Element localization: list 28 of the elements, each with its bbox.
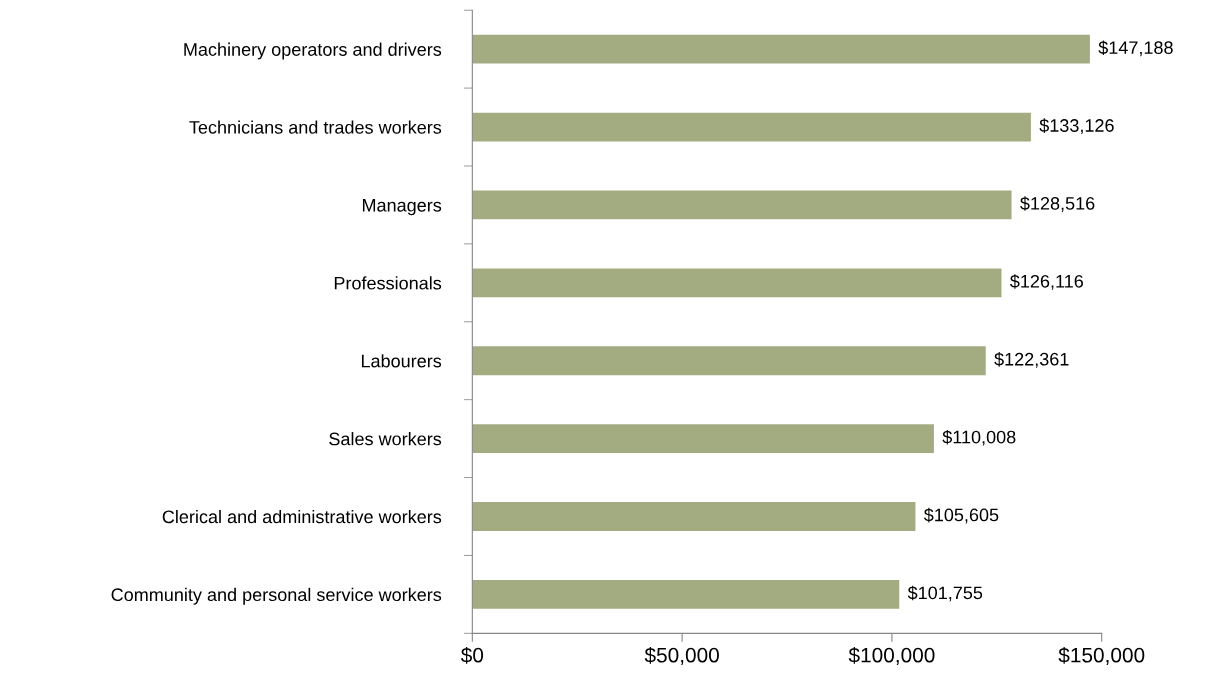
data-label: $105,605 (923, 507, 999, 524)
x-tick-label: $0 (460, 646, 484, 664)
data-label: $101,755 (907, 585, 983, 602)
x-tick-label: $150,000 (1058, 646, 1145, 665)
y-tick-label: Community and personal service workers (111, 587, 442, 605)
y-tick-label: Professionals (334, 276, 442, 290)
y-tick-label: Labourers (361, 354, 442, 368)
bar (472, 34, 1090, 64)
x-tick-label: $100,000 (848, 646, 935, 665)
bar (472, 346, 986, 376)
y-tick-label: Sales workers (329, 432, 442, 446)
bar (472, 268, 1002, 298)
y-tick-label: Clerical and administrative workers (162, 509, 442, 524)
bar (472, 502, 916, 531)
bar (472, 190, 1012, 220)
data-label: $126,116 (1010, 274, 1083, 290)
x-tick-label: $50,000 (644, 646, 719, 665)
data-label: $122,361 (994, 352, 1069, 368)
data-label: $110,008 (942, 429, 1016, 446)
data-label: $133,126 (1039, 118, 1114, 135)
bar (472, 579, 900, 609)
y-tick-label: Technicians and trades workers (189, 120, 442, 134)
bar (472, 424, 934, 454)
y-tick-label: Managers (362, 199, 442, 216)
y-tick-label: Machinery operators and drivers (184, 42, 442, 60)
data-label: $128,516 (1020, 196, 1095, 212)
bar (472, 112, 1031, 142)
data-label: $147,188 (1098, 40, 1173, 57)
